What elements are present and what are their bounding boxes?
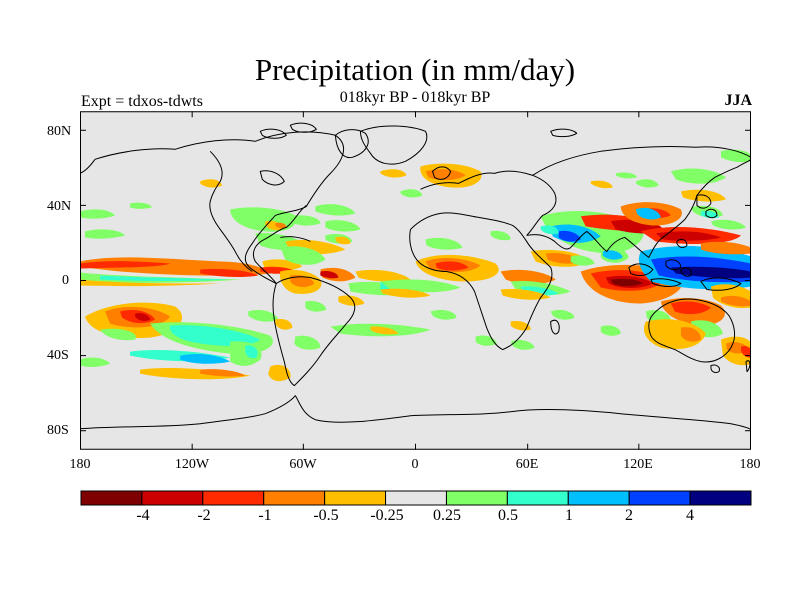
colorbar-swatch — [568, 491, 629, 505]
colorbar-label: -4 — [113, 507, 173, 525]
lon-label-180w: 180 — [50, 457, 110, 473]
lon-label-60w: 60W — [273, 457, 333, 473]
chart-title: Precipitation (in mm/day) — [0, 52, 800, 88]
colorbar-swatch — [81, 491, 142, 505]
lon-label-120e: 120E — [608, 457, 668, 473]
lon-label-180e: 180 — [720, 457, 780, 473]
colorbar-swatch — [507, 491, 568, 505]
colorbar-label: 0.5 — [478, 507, 538, 525]
colorbar-swatch — [629, 491, 690, 505]
colorbar — [80, 490, 752, 506]
colorbar-label: 1 — [539, 507, 599, 525]
colorbar-swatch — [386, 491, 447, 505]
lat-label-40s: 40S — [47, 348, 69, 364]
season-label: JJA — [724, 92, 752, 110]
lat-label-80s: 80S — [47, 423, 69, 439]
colorbar-swatch — [325, 491, 386, 505]
experiment-label: Expt = tdxos-tdwts — [81, 93, 203, 111]
precipitation-map — [80, 111, 751, 450]
colorbar-label: -1 — [235, 507, 295, 525]
lon-label-120w: 120W — [162, 457, 222, 473]
colorbar-swatch — [264, 491, 325, 505]
colorbar-swatch — [690, 491, 751, 505]
colorbar-label: -0.25 — [357, 507, 417, 525]
lon-label-60e: 60E — [497, 457, 557, 473]
colorbar-swatch — [203, 491, 264, 505]
colorbar-label: 0.25 — [417, 507, 477, 525]
colorbar-label: -2 — [174, 507, 234, 525]
colorbar-swatch — [446, 491, 507, 505]
lat-label-80n: 80N — [47, 124, 71, 140]
colorbar-label: 4 — [660, 507, 720, 525]
colorbar-label: 2 — [599, 507, 659, 525]
lon-label-0: 0 — [385, 457, 445, 473]
lat-label-0: 0 — [62, 273, 69, 289]
colorbar-swatch — [142, 491, 203, 505]
colorbar-label: -0.5 — [296, 507, 356, 525]
lat-label-40n: 40N — [47, 199, 71, 215]
